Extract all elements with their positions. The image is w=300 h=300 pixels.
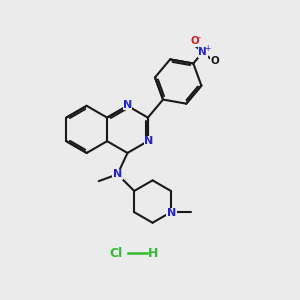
Text: -: - [198, 33, 201, 42]
Text: N: N [144, 136, 153, 146]
Text: N: N [198, 47, 207, 57]
Text: O: O [210, 56, 219, 66]
Text: O: O [191, 36, 200, 46]
Text: +: + [205, 44, 211, 53]
Text: Cl: Cl [110, 247, 123, 260]
Text: N: N [113, 169, 122, 179]
Text: N: N [167, 208, 176, 218]
Text: N: N [123, 100, 132, 110]
Text: H: H [148, 247, 158, 260]
